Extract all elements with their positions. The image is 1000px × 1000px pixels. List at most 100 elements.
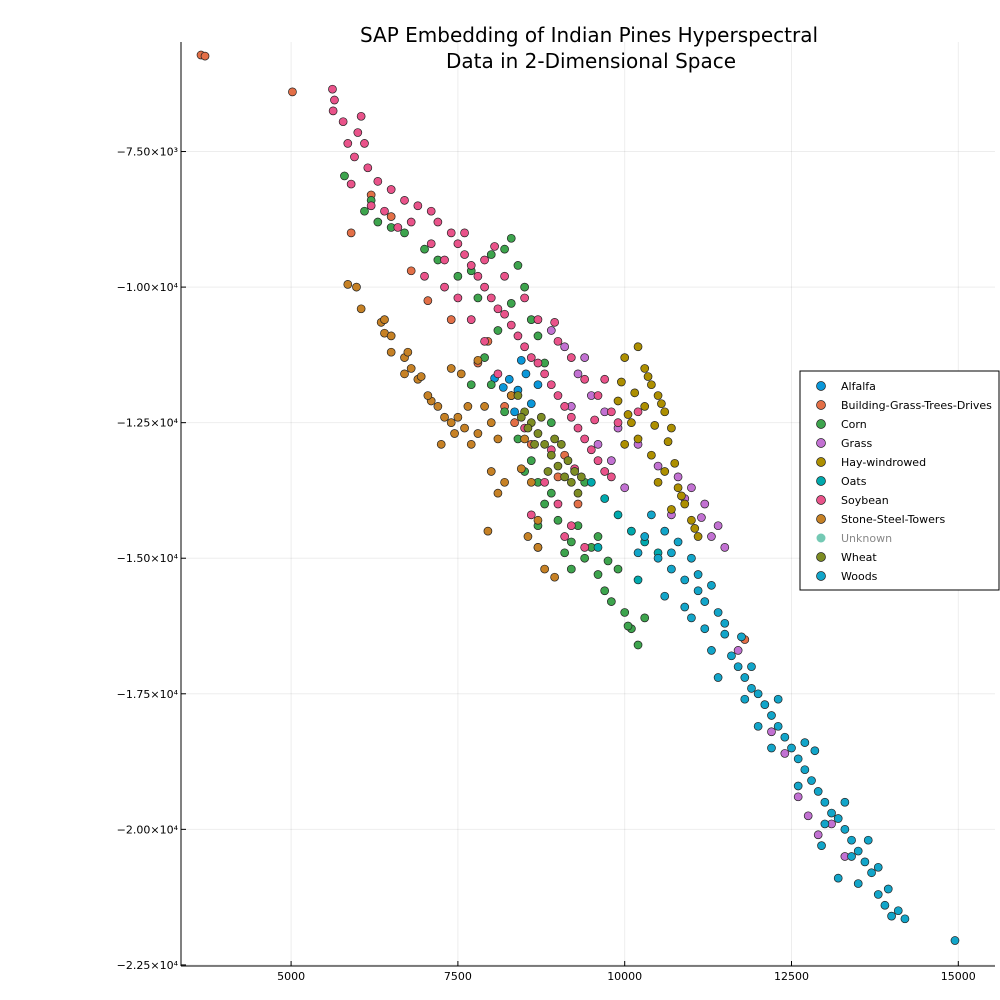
point-soybean <box>586 445 596 455</box>
point-hay-windrowed <box>660 467 670 476</box>
legend-label-grass: Grass <box>841 437 873 450</box>
x-tick-label: 5000 <box>277 970 305 983</box>
point-woods <box>647 510 656 520</box>
point-grass <box>593 440 603 449</box>
point-grass <box>546 326 556 335</box>
y-tick-label: −1.50×10⁴ <box>117 552 179 565</box>
x-tick-label: 12500 <box>774 970 809 983</box>
point-soybean <box>328 106 338 116</box>
point-soybean <box>633 407 643 417</box>
point-woods <box>707 580 716 590</box>
point-soybean <box>506 320 516 330</box>
chart-title-line-2: Data in 2-Dimensional Space <box>446 49 736 73</box>
point-woods <box>660 526 670 536</box>
chart-title-line-1: SAP Embedding of Indian Pines Hyperspect… <box>360 23 818 47</box>
legend-marker-soybean <box>816 495 826 505</box>
point-woods <box>827 808 836 818</box>
point-wheat <box>576 472 586 482</box>
y-tick-label: −1.75×10⁴ <box>117 688 179 701</box>
point-woods <box>820 797 830 807</box>
point-corn <box>620 608 630 617</box>
point-corn <box>623 621 633 631</box>
point-stone-steel-towers <box>450 429 459 438</box>
point-stone-steel-towers <box>473 355 483 365</box>
point-hay-windrowed <box>663 437 673 446</box>
point-stone-steel-towers <box>446 364 456 373</box>
point-grass <box>580 353 590 362</box>
point-woods <box>767 711 776 720</box>
point-woods <box>747 684 756 693</box>
point-stone-steel-towers <box>486 418 496 428</box>
point-soybean <box>350 152 359 162</box>
point-stone-steel-towers <box>433 402 443 411</box>
point-woods <box>800 765 810 775</box>
point-soybean <box>366 201 376 211</box>
point-soybean <box>560 402 569 411</box>
point-soybean <box>420 271 429 281</box>
point-corn <box>533 331 543 341</box>
point-corn <box>473 293 483 303</box>
point-woods <box>787 743 796 753</box>
point-grass <box>697 513 706 522</box>
point-woods <box>713 673 723 682</box>
point-woods <box>687 553 696 563</box>
point-corn <box>506 233 516 243</box>
point-soybean <box>580 374 590 384</box>
point-grass <box>707 532 716 541</box>
point-soybean <box>560 532 569 541</box>
point-stone-steel-towers <box>400 369 409 379</box>
point-hay-windrowed <box>673 483 683 493</box>
point-grass <box>700 499 710 509</box>
point-stone-steel-towers <box>356 304 366 314</box>
point-soybean <box>580 434 590 444</box>
point-building-grass-trees-drives <box>573 499 583 509</box>
point-corn <box>546 418 556 428</box>
point-hay-windrowed <box>660 407 670 417</box>
point-woods <box>713 608 723 617</box>
point-stone-steel-towers <box>352 282 361 292</box>
point-soybean <box>613 418 623 428</box>
point-woods <box>820 819 830 829</box>
point-woods <box>840 797 850 807</box>
point-corn <box>640 613 650 623</box>
point-woods <box>887 911 896 921</box>
point-grass <box>560 342 569 352</box>
point-building-grass-trees-drives <box>446 315 456 324</box>
point-hay-windrowed <box>647 380 656 390</box>
point-woods <box>760 700 770 709</box>
point-stone-steel-towers <box>406 364 416 373</box>
point-corn <box>513 261 523 270</box>
point-corn <box>500 407 509 417</box>
point-woods <box>800 738 810 747</box>
point-woods <box>687 613 696 623</box>
point-woods <box>753 689 763 699</box>
point-woods <box>693 570 703 579</box>
point-hay-windrowed <box>633 342 643 352</box>
point-woods <box>773 694 783 704</box>
point-soybean <box>480 336 489 346</box>
point-hay-windrowed <box>650 421 660 430</box>
point-wheat <box>543 467 553 476</box>
legend-marker-oats <box>816 476 826 486</box>
point-stone-steel-towers <box>483 526 493 536</box>
point-stone-steel-towers <box>380 315 389 324</box>
point-woods <box>680 575 690 585</box>
point-stone-steel-towers <box>493 434 503 444</box>
point-oats <box>593 543 603 552</box>
point-woods <box>840 825 850 834</box>
point-corn <box>603 556 613 566</box>
point-hay-windrowed <box>670 458 680 468</box>
point-woods <box>810 746 820 756</box>
point-wheat <box>550 434 559 444</box>
point-grass <box>767 727 776 737</box>
point-soybean <box>343 139 353 148</box>
point-soybean <box>466 261 476 270</box>
point-woods <box>733 662 743 672</box>
point-soybean <box>553 499 563 509</box>
legend-label-woods: Woods <box>841 570 878 583</box>
point-stone-steel-towers <box>403 347 413 357</box>
point-soybean <box>480 282 489 292</box>
point-alfalfa <box>510 407 519 417</box>
point-soybean <box>363 163 373 173</box>
